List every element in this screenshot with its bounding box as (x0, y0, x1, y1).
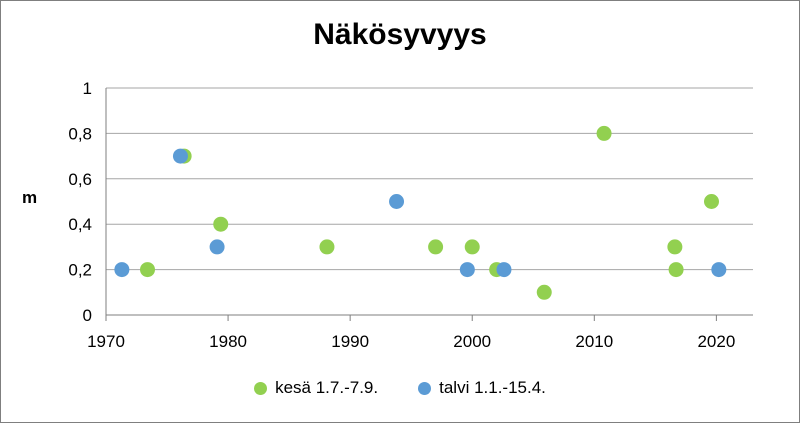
x-tick-label: 1970 (87, 332, 125, 351)
data-point-talvi (711, 262, 727, 278)
data-point-talvi (389, 194, 405, 209)
x-tick-label: 2010 (575, 332, 613, 351)
y-tick-label: 0,2 (68, 261, 92, 280)
y-tick-label: 0,4 (68, 215, 92, 234)
data-point-talvi (209, 239, 225, 255)
legend-marker-kesa (254, 381, 268, 395)
x-tick-label: 1990 (331, 332, 369, 351)
data-point-kesa (213, 216, 229, 232)
x-tick-label: 2020 (697, 332, 735, 351)
data-point-kesa (596, 125, 612, 141)
data-point-kesa (464, 239, 480, 255)
legend-marker-talvi (418, 381, 432, 395)
y-tick-label: 1 (83, 79, 92, 98)
data-point-kesa (428, 239, 444, 255)
data-point-kesa (319, 239, 335, 255)
data-point-kesa (536, 284, 552, 300)
legend-label-talvi: talvi 1.1.-15.4. (439, 378, 546, 397)
legend-item-kesa: kesä 1.7.-7.9. (254, 378, 378, 398)
y-tick-label: 0,6 (68, 170, 92, 189)
data-point-kesa (703, 194, 719, 209)
x-tick-label: 1980 (209, 332, 247, 351)
x-tick-label: 2000 (453, 332, 491, 351)
legend-label-kesa: kesä 1.7.-7.9. (275, 378, 379, 397)
chart-title: Näkösyvyys (313, 18, 487, 51)
data-point-kesa (668, 262, 684, 278)
y-axis-label: m (22, 188, 38, 207)
legend: kesä 1.7.-7.9. talvi 1.1.-15.4. (0, 378, 800, 398)
data-point-kesa (667, 239, 683, 255)
legend-item-talvi: talvi 1.1.-15.4. (418, 378, 546, 398)
y-tick-label: 0 (83, 306, 92, 325)
data-point-talvi (172, 148, 188, 164)
data-point-talvi (459, 262, 475, 278)
data-point-kesa (140, 262, 156, 278)
y-tick-label: 0,8 (68, 124, 92, 143)
data-point-talvi (496, 262, 512, 278)
data-point-talvi (114, 262, 130, 278)
